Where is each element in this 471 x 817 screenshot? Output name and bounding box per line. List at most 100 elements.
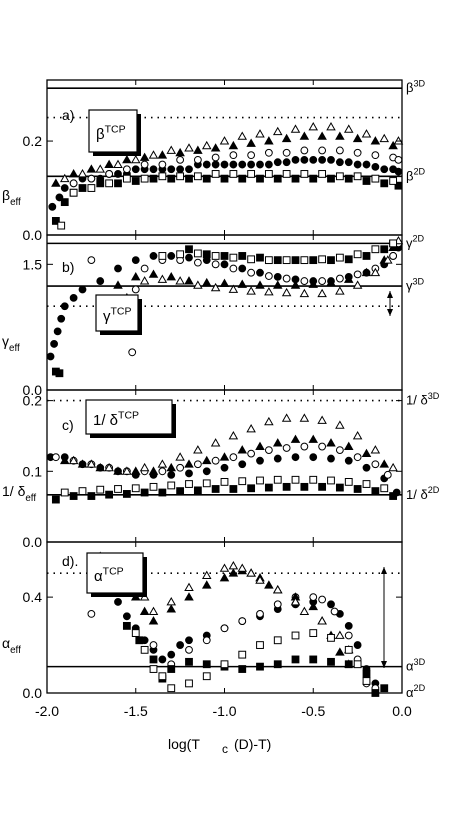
- data-point: [300, 442, 309, 451]
- data-point: [327, 174, 335, 183]
- data-point: [122, 165, 131, 174]
- data-point: [318, 155, 327, 164]
- data-point: [220, 624, 229, 633]
- data-point: [139, 276, 150, 285]
- data-point: [309, 593, 318, 602]
- data-point: [290, 434, 301, 443]
- data-point: [176, 155, 185, 164]
- data-point: [87, 610, 96, 618]
- data-point: [361, 129, 372, 138]
- ref-line-label: γ3D: [406, 276, 425, 293]
- data-point: [95, 164, 106, 173]
- data-point: [247, 151, 256, 160]
- data-point: [353, 160, 362, 169]
- data-point: [238, 160, 247, 169]
- y-axis-label: γeff: [2, 333, 20, 354]
- data-point: [291, 655, 300, 664]
- data-point: [220, 260, 229, 269]
- data-point: [317, 288, 327, 298]
- data-point: [175, 452, 185, 461]
- y-tick-label: 0.0: [23, 227, 43, 243]
- tcp-box-label: γTCP: [103, 305, 132, 325]
- data-point: [309, 629, 318, 637]
- data-point: [281, 413, 292, 422]
- data-point: [300, 155, 309, 164]
- series-filled-square: [51, 482, 398, 504]
- data-point: [362, 177, 371, 185]
- data-point: [264, 256, 273, 265]
- data-point: [130, 271, 141, 281]
- data-point: [211, 252, 220, 260]
- data-point: [69, 188, 78, 197]
- data-point: [335, 274, 344, 283]
- data-point: [299, 131, 310, 140]
- data-point: [128, 348, 137, 357]
- data-point: [193, 445, 203, 454]
- data-point: [202, 174, 211, 183]
- data-point: [264, 148, 273, 157]
- data-point: [210, 282, 221, 292]
- data-point: [246, 423, 256, 433]
- data-point: [394, 167, 403, 176]
- data-point: [237, 279, 248, 288]
- data-point: [59, 455, 70, 465]
- data-point: [185, 480, 193, 488]
- data-point: [78, 184, 87, 192]
- data-point: [46, 352, 55, 361]
- data-point: [256, 662, 264, 671]
- data-point: [193, 249, 202, 258]
- y-tick-label: 0.0: [23, 685, 43, 701]
- data-point: [282, 482, 291, 491]
- data-point: [352, 133, 363, 143]
- data-point: [86, 459, 97, 468]
- data-point: [211, 260, 220, 269]
- data-point: [167, 665, 176, 673]
- data-point: [157, 274, 168, 283]
- data-point: [220, 174, 229, 183]
- data-point: [185, 469, 193, 478]
- data-point: [167, 481, 176, 490]
- data-point: [78, 487, 87, 495]
- data-point: [193, 460, 202, 469]
- data-point: [362, 463, 371, 472]
- data-point: [211, 485, 220, 493]
- data-point: [370, 136, 381, 145]
- data-point: [291, 256, 300, 265]
- data-point: [104, 159, 114, 168]
- data-point: [327, 657, 335, 666]
- data-point: [383, 470, 392, 479]
- data-point: [256, 174, 264, 183]
- data-point: [237, 131, 248, 140]
- data-point: [157, 459, 168, 468]
- data-point: [68, 169, 79, 178]
- data-point: [228, 568, 239, 577]
- data-point: [176, 487, 185, 495]
- data-point: [48, 202, 57, 211]
- y-tick-label: 0.2: [23, 393, 43, 409]
- data-point: [308, 601, 319, 611]
- panel-label: b): [62, 259, 74, 275]
- data-point: [273, 272, 282, 281]
- data-point: [238, 477, 247, 486]
- data-point: [300, 277, 309, 285]
- data-point: [185, 657, 193, 666]
- data-point: [317, 616, 327, 625]
- data-point: [318, 277, 327, 285]
- data-point: [148, 269, 159, 278]
- panel-4: α3D α2D 0.0 0.4 αeff d). αTCP: [2, 541, 426, 701]
- data-point: [184, 459, 194, 468]
- panel-1: β3D β2D 0.0 0.2 βeff a) βTCP: [2, 78, 426, 243]
- data-point: [308, 122, 319, 131]
- data-point: [69, 179, 78, 188]
- y-tick-label: 0.2: [23, 133, 43, 149]
- data-point: [149, 482, 158, 491]
- data-point: [344, 456, 353, 465]
- data-point: [229, 253, 238, 262]
- data-point: [256, 456, 264, 465]
- data-point: [184, 592, 194, 601]
- data-point: [139, 152, 150, 161]
- data-point: [140, 174, 149, 183]
- data-point: [175, 147, 185, 157]
- data-point: [290, 280, 301, 289]
- data-point: [185, 174, 193, 183]
